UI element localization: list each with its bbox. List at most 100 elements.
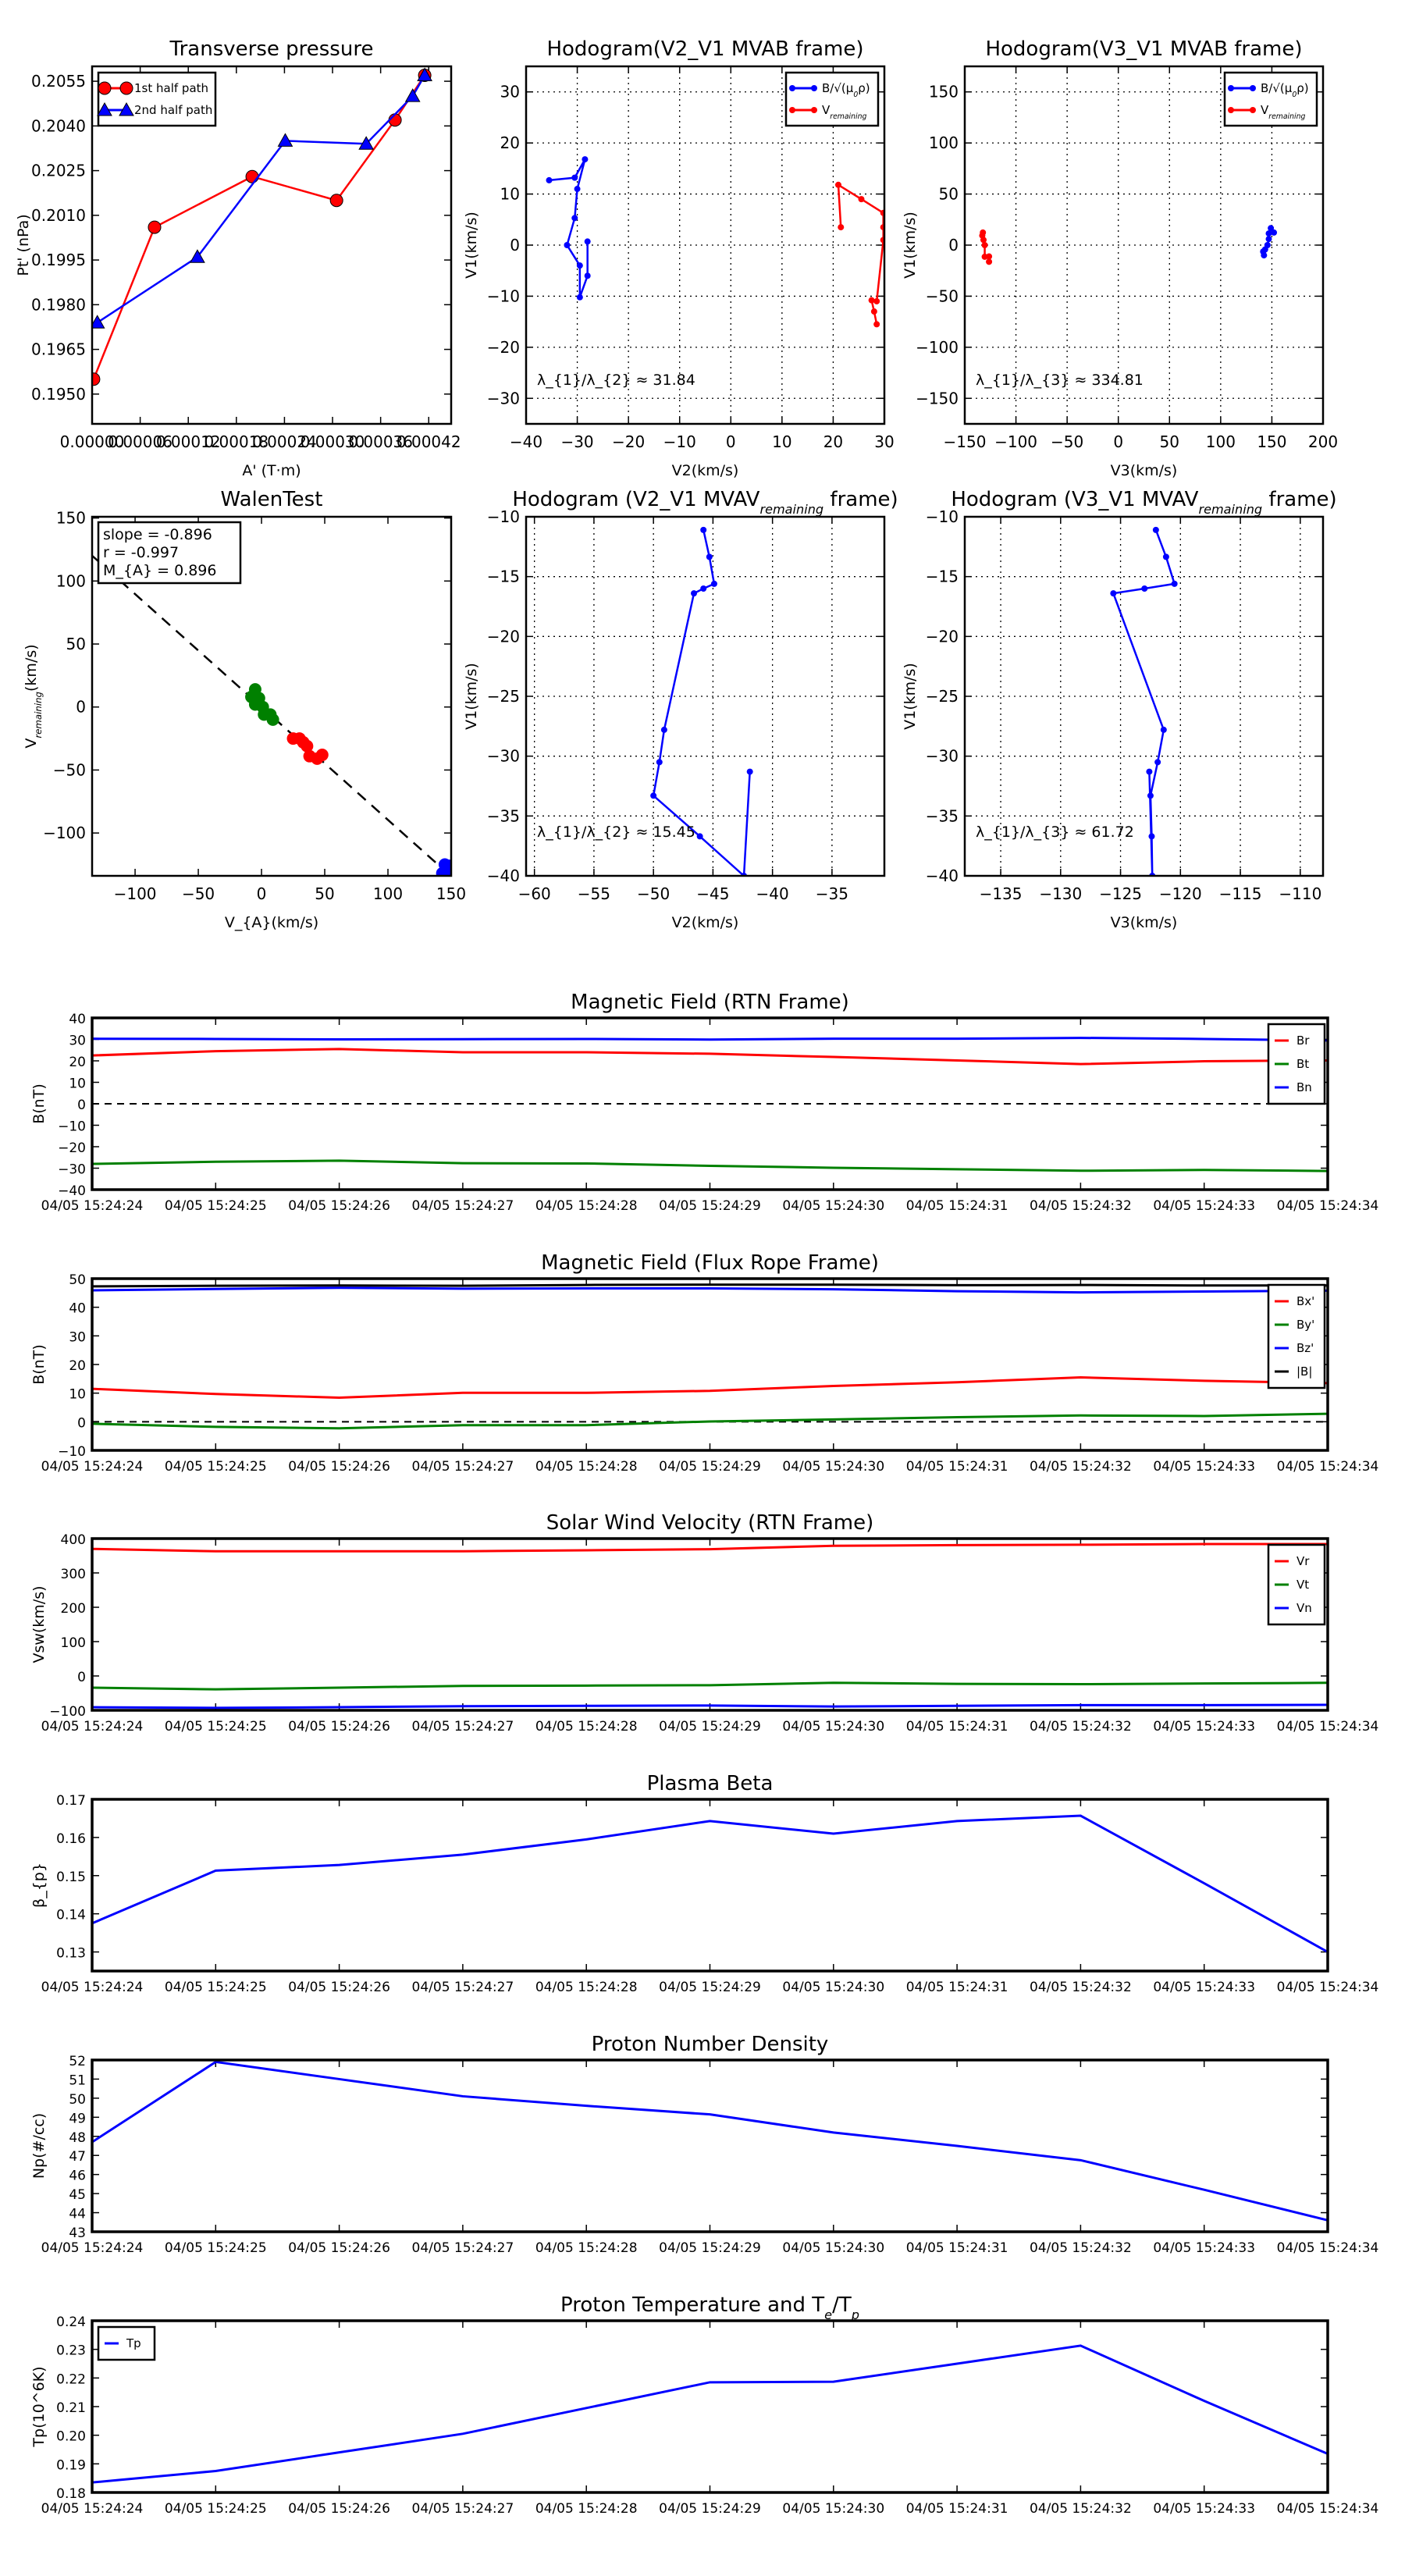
series-0-line — [92, 554, 451, 876]
2nd-half-path-point — [417, 67, 432, 81]
b-0-point — [1268, 225, 1275, 232]
x-tick-label: 04/05 15:24:30 — [782, 1980, 884, 1995]
x-tick-label: 04/05 15:24:26 — [288, 1980, 390, 1995]
x-tick-label: 04/05 15:24:31 — [906, 2240, 1008, 2256]
series-group — [979, 225, 1278, 265]
y-tick-label: 48 — [69, 2130, 86, 2146]
y-tick-label: 0 — [948, 236, 959, 254]
y-tick-label: −10 — [58, 1444, 86, 1460]
y-tick-label: 0.24 — [56, 2314, 86, 2330]
legend-marker — [789, 107, 795, 113]
y-tick-label: 0.19 — [56, 2457, 86, 2473]
y-axis-label: B(nT) — [30, 1083, 48, 1124]
y-tick-label: 47 — [69, 2149, 86, 2165]
b-0-point — [584, 272, 591, 279]
y-tick-label: 0.2025 — [31, 162, 86, 180]
magnetic-field-flux-rope-panel: 04/05 15:24:24 04/05 15:24:25 04/05 15:24:… — [30, 1251, 1378, 1475]
axes-frame — [91, 1798, 1329, 1973]
legend: Vr Vt Vn — [1267, 1543, 1326, 1626]
x-tick-label: 04/05 15:24:32 — [1030, 2501, 1132, 2517]
series-0-point — [706, 553, 713, 560]
x-tick-label: 04/05 15:24:25 — [165, 1459, 267, 1475]
hodogram-v2-v1-mvab-panel: −40 −30 −20 −10 0 10 20 30 −30 −20 −10 0 10 20 30 Hodog… — [463, 37, 895, 479]
x-tick-label: −125 — [1099, 884, 1142, 903]
legend-label: Tp — [126, 2336, 141, 2350]
y-tick-label: 0.16 — [56, 1831, 86, 1847]
x-tick-label: 100 — [1206, 432, 1236, 451]
x-tick-label: 04/05 15:24:25 — [165, 1719, 267, 1735]
y-tick-label: −100 — [916, 338, 959, 357]
legend-frame — [784, 71, 880, 127]
v-remaining-point — [870, 308, 877, 315]
y-tick-label: 0.15 — [56, 1870, 86, 1885]
axes-frame — [91, 2058, 1329, 2233]
plasma-beta-panel: 04/05 15:24:24 04/05 15:24:25 04/05 15:24:… — [30, 1772, 1378, 1995]
y-tick-label: 0 — [510, 236, 520, 254]
vt-line — [92, 1681, 1328, 1691]
series-0-point — [1154, 759, 1161, 766]
series-0-point — [1110, 590, 1117, 597]
v-remaining-point — [986, 258, 993, 265]
y-tick-label: −100 — [49, 1704, 86, 1720]
legend: Tp — [97, 2325, 156, 2361]
y-axis-label: β_{p} — [30, 1863, 48, 1908]
legend-marker — [811, 85, 817, 91]
b-0-point — [546, 176, 553, 183]
x-tick-label: 04/05 15:24:32 — [1030, 1459, 1132, 1475]
x-tick-label: −10 — [663, 432, 696, 451]
x-tick-label: 0.00000 — [60, 432, 125, 451]
y-tick-label: −20 — [58, 1140, 86, 1156]
x-tick-label: 04/05 15:24:28 — [535, 2501, 638, 2517]
series-2-point — [315, 749, 329, 762]
x-tick-label: 0.00042 — [397, 432, 461, 451]
y-tick-label: 150 — [56, 509, 86, 528]
x-tick-label: 0 — [1113, 432, 1123, 451]
y-tick-label: 100 — [56, 571, 86, 590]
x-tick-label: 04/05 15:24:24 — [41, 2501, 144, 2517]
x-tick-label: 04/05 15:24:25 — [165, 2240, 267, 2256]
y-tick-label: 150 — [929, 83, 959, 101]
x-tick-label: 04/05 15:24:27 — [412, 1198, 514, 1214]
x-tick-label: 04/05 15:24:24 — [41, 1459, 144, 1475]
x-tick-label: 04/05 15:24:30 — [782, 1198, 884, 1214]
legend-marker — [789, 85, 795, 91]
x-tick-label: 04/05 15:24:32 — [1030, 1719, 1132, 1735]
series-0-point — [650, 792, 657, 799]
b-0-point — [1271, 229, 1278, 236]
fit-statistic: r = -0.997 — [103, 544, 179, 561]
y-tick-label: −40 — [58, 1183, 86, 1199]
legend-marker — [1250, 107, 1256, 113]
x-tick-label: 0.00030 — [301, 432, 365, 451]
1st-half-path-point — [148, 220, 162, 234]
series-group — [92, 1037, 1328, 1172]
y-tick-label: 0.2055 — [31, 72, 86, 91]
proton-number-density-panel: 04/05 15:24:24 04/05 15:24:25 04/05 15:24:… — [30, 2033, 1378, 2256]
y-tick-label: 0.1980 — [31, 295, 86, 314]
b-0-point — [571, 215, 578, 222]
1st-half-path-point — [245, 169, 259, 183]
series-group — [92, 2060, 1328, 2222]
series-group — [92, 1814, 1328, 1953]
chart-title: Proton Temperature and Te/Tp — [560, 2293, 859, 2322]
legend-label: 1st half path — [134, 81, 208, 95]
y-tick-label: 400 — [61, 1532, 86, 1548]
x-tick-label: 04/05 15:24:32 — [1030, 1198, 1132, 1214]
y-tick-label: −20 — [487, 338, 520, 357]
x-tick-label: 200 — [1308, 432, 1338, 451]
b-0-point — [571, 174, 578, 181]
y-tick-label: −10 — [487, 507, 520, 526]
legend-label: |B| — [1297, 1364, 1312, 1379]
y-tick-label: 50 — [69, 2092, 86, 2108]
bz-line — [92, 1286, 1328, 1294]
legend: B/√(μ0ρ) Vremaining — [1223, 71, 1318, 127]
y-tick-label: −20 — [926, 627, 959, 646]
y-tick-label: 0 — [76, 698, 86, 717]
x-tick-label: 04/05 15:24:30 — [782, 1719, 884, 1735]
x-tick-label: −35 — [816, 884, 848, 903]
legend-label: B/√(μ0ρ) — [1261, 81, 1309, 99]
x-tick-label: 04/05 15:24:29 — [659, 2501, 761, 2517]
y-tick-label: −150 — [916, 389, 959, 407]
legend-label: Vn — [1297, 1601, 1312, 1615]
x-tick-label: −50 — [637, 884, 670, 903]
y-tick-label: −15 — [926, 568, 959, 586]
